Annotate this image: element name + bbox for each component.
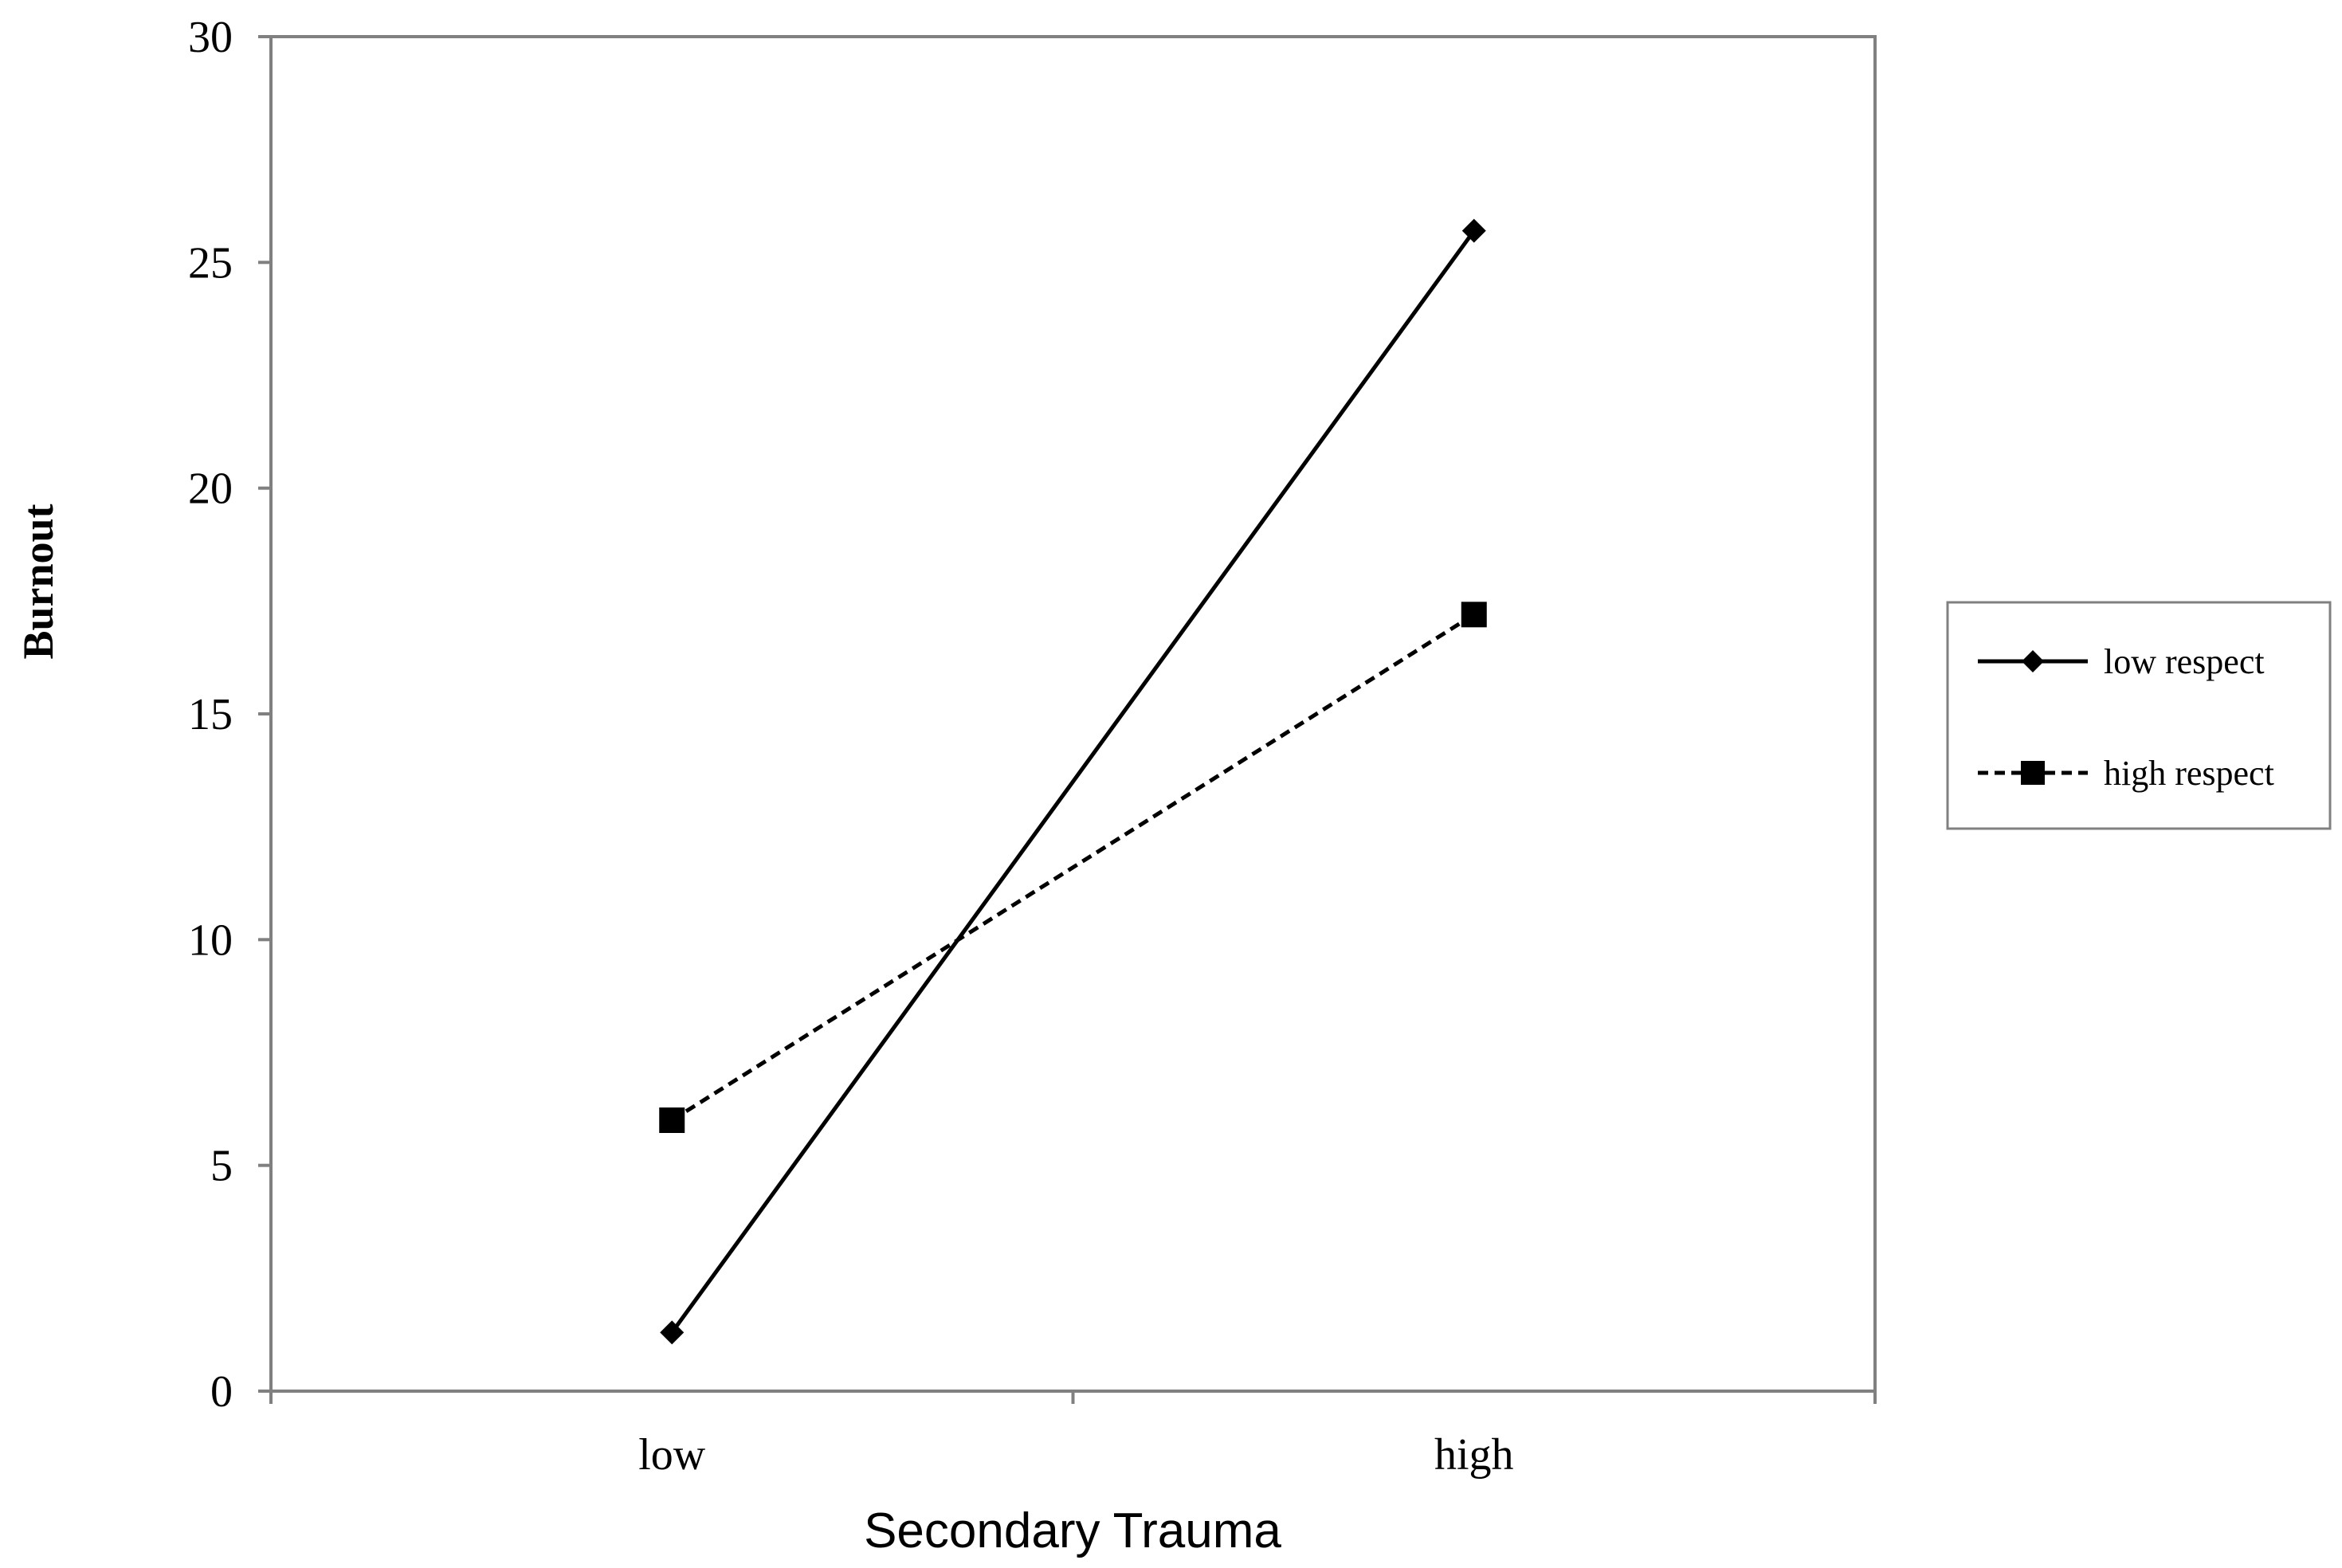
legend-box xyxy=(1946,601,2332,830)
y-tick-label: 0 xyxy=(210,1367,233,1417)
x-axis-title: Secondary Trauma xyxy=(864,1503,1281,1558)
x-tick-label: high xyxy=(1434,1430,1514,1480)
legend-marker xyxy=(2021,761,2045,785)
y-tick-label: 10 xyxy=(188,915,233,965)
y-tick-label: 5 xyxy=(210,1142,233,1191)
data-point-low-respect xyxy=(1461,218,1486,243)
y-tick-label: 20 xyxy=(188,465,233,514)
series-markers xyxy=(659,218,1487,1345)
legend-label: high respect xyxy=(2104,754,2274,793)
y-tick-label: 15 xyxy=(188,690,233,739)
series-line-high-respect xyxy=(670,613,1476,1123)
y-ticks xyxy=(258,35,271,1393)
y-tick-label: 30 xyxy=(188,13,233,62)
legend-label: low respect xyxy=(2104,642,2265,681)
legend: low respect high respect xyxy=(1946,601,2332,830)
y-tick-labels: 0 5 10 15 20 25 30 xyxy=(188,13,233,1417)
data-point-low-respect xyxy=(660,1320,685,1345)
legend-items: low respect high respect xyxy=(1978,642,2274,793)
x-tick-label: low xyxy=(638,1430,706,1480)
series-lines xyxy=(670,229,1476,1334)
x-tick-labels: low high xyxy=(638,1430,1513,1480)
legend-marker xyxy=(2022,650,2044,672)
data-point-high-respect xyxy=(659,1107,685,1133)
y-tick-label: 25 xyxy=(188,238,233,288)
x-ticks xyxy=(269,1391,1877,1404)
plot-area xyxy=(269,35,1877,1393)
y-axis-title: Burnout xyxy=(14,504,62,659)
data-point-high-respect xyxy=(1461,602,1487,628)
series-line-low-respect xyxy=(670,229,1476,1334)
